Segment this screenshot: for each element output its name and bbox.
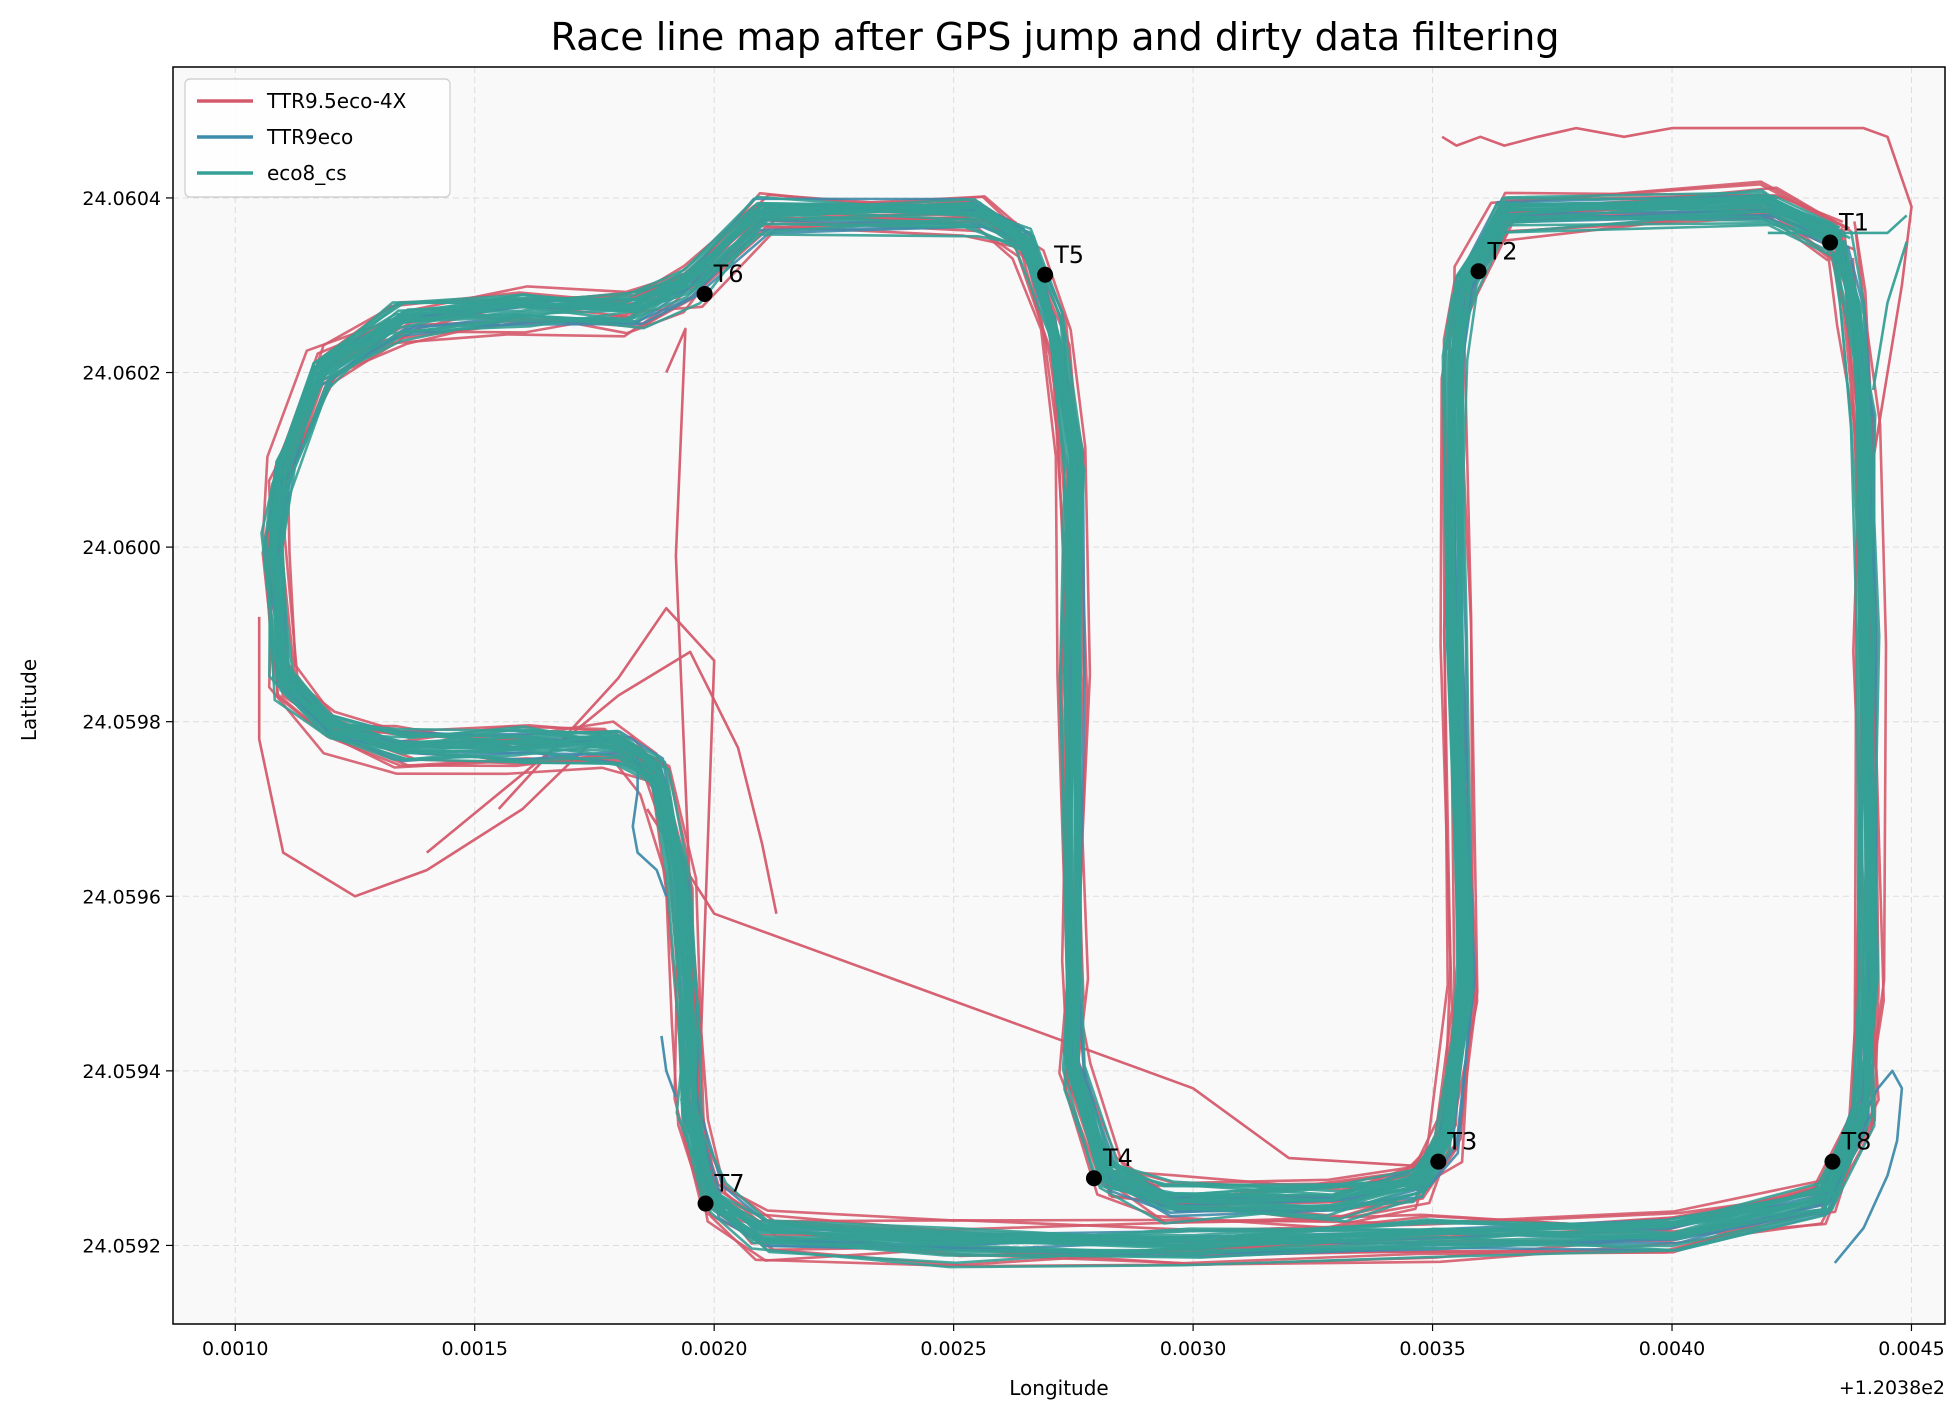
y-tick-label: 24.0596 xyxy=(82,886,161,908)
x-tick-label: 0.0030 xyxy=(1160,1338,1226,1360)
turn-label: T2 xyxy=(1487,237,1518,265)
y-tick-label: 24.0602 xyxy=(82,363,161,385)
turn-marker xyxy=(1470,263,1487,280)
x-axis: 0.0010 0.0015 0.0020 0.0025 0.0030 0.0035 0.00… xyxy=(202,1324,1945,1360)
chart-title: Race line map after GPS jump and dirty d… xyxy=(551,15,1560,59)
turn-marker xyxy=(1824,1153,1841,1170)
y-axis-title: Latitude xyxy=(17,659,41,741)
y-tick-label: 24.0592 xyxy=(82,1235,161,1257)
x-offset-label: +1.2038e2 xyxy=(1839,1377,1945,1399)
lap-line xyxy=(260,195,1869,1247)
x-tick-label: 0.0015 xyxy=(441,1338,507,1360)
turn-label: T6 xyxy=(713,260,744,288)
turn-label: T8 xyxy=(1840,1128,1871,1156)
turn-marker xyxy=(696,285,713,302)
series-layer xyxy=(257,126,1913,1269)
extra-path xyxy=(257,616,596,898)
turn-marker xyxy=(697,1195,714,1212)
extra-path xyxy=(631,756,668,897)
turn-marker xyxy=(1430,1153,1447,1170)
x-tick-label: 0.0025 xyxy=(920,1338,986,1360)
legend-label: eco8_cs xyxy=(267,161,347,185)
series-2 xyxy=(260,188,1908,1269)
y-tick-label: 24.0598 xyxy=(82,712,161,734)
x-tick-label: 0.0035 xyxy=(1399,1338,1465,1360)
x-tick-label: 0.0045 xyxy=(1878,1338,1944,1360)
extra-path xyxy=(1767,214,1908,235)
extra-path xyxy=(646,808,1433,1169)
extra-path xyxy=(497,606,716,1071)
extra-path xyxy=(1441,126,1913,461)
turn-label: T5 xyxy=(1053,241,1084,269)
extra-path xyxy=(425,650,778,914)
turn-label: T7 xyxy=(714,1170,745,1198)
turn-marker xyxy=(1822,234,1839,251)
extra-path xyxy=(660,1035,678,1098)
plot-frame xyxy=(172,66,1946,1325)
turn-label: T4 xyxy=(1102,1144,1133,1172)
extra-path xyxy=(1871,241,1908,391)
y-tick-label: 24.0604 xyxy=(82,188,161,210)
turn-marker xyxy=(1037,266,1054,283)
x-tick-label: 0.0040 xyxy=(1639,1338,1705,1360)
legend-box xyxy=(184,78,451,198)
lap-line xyxy=(271,194,1875,1240)
x-tick-label: 0.0010 xyxy=(202,1338,268,1360)
turn-markers: T1 T2 T3 T4 T5 T6 T7 T8 xyxy=(696,208,1871,1212)
y-tick-label: 24.0594 xyxy=(82,1061,161,1083)
legend-label: TTR9eco xyxy=(266,125,353,149)
x-axis-title: Longitude xyxy=(1009,1376,1108,1400)
turn-marker xyxy=(1085,1170,1102,1187)
lap-line xyxy=(273,201,1875,1249)
y-tick-label: 24.0600 xyxy=(82,537,161,559)
legend-label: TTR9.5eco-4X xyxy=(266,89,407,113)
turn-label: T3 xyxy=(1446,1128,1477,1156)
x-tick-label: 0.0020 xyxy=(681,1338,747,1360)
lap-line xyxy=(271,191,1876,1243)
extra-path xyxy=(1833,1069,1904,1264)
legend: TTR9.5eco-4X TTR9eco eco8_cs xyxy=(184,78,451,198)
turn-label: T1 xyxy=(1838,208,1869,236)
y-axis: 24.0592 24.0594 24.0596 24.0598 24.0600 24.06… xyxy=(82,188,173,1257)
